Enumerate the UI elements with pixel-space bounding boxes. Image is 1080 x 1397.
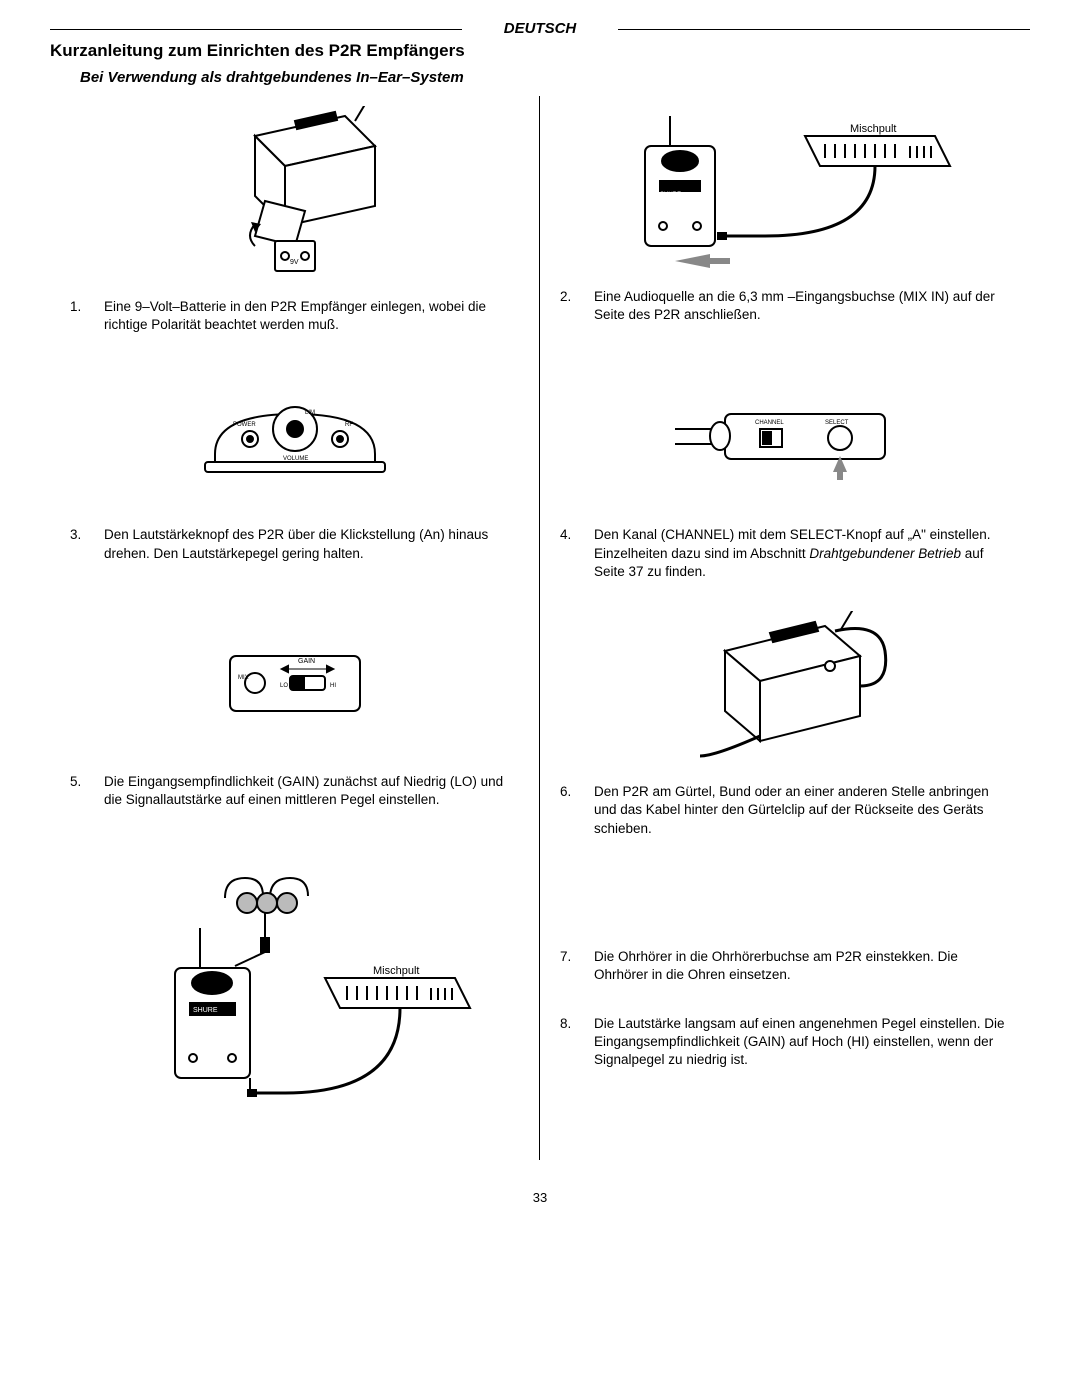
- svg-text:SELECT: SELECT: [825, 420, 849, 426]
- svg-text:VOLUME: VOLUME: [283, 456, 308, 462]
- svg-text:LIM: LIM: [305, 410, 315, 416]
- step-number: 2.: [560, 288, 578, 324]
- step-number: 3.: [70, 526, 88, 562]
- cell-step-4: CHANNEL SELECT 4. Den Kanal (CHANNEL) mi…: [540, 354, 1030, 601]
- svg-text:Mischpult: Mischpult: [850, 123, 896, 135]
- step-text: Eine 9–Volt–Batterie in den P2R Empfänge…: [104, 298, 519, 334]
- svg-text:POWER: POWER: [233, 422, 256, 428]
- step-number: 5.: [70, 773, 88, 809]
- illustration-channel-select: CHANNEL SELECT: [560, 364, 1010, 514]
- illustration-battery-insert: 9V: [70, 106, 519, 286]
- step-number: 4.: [560, 526, 578, 581]
- step-text: Die Ohrhörer in die Ohrhörerbuchse am P2…: [594, 948, 1010, 984]
- svg-text:LO: LO: [280, 683, 288, 689]
- cell-step-1: 9V 1. Eine 9–Volt–Batterie in den P2R Em…: [50, 96, 540, 354]
- step-text: Den P2R am Gürtel, Bund oder an einer an…: [594, 783, 1010, 838]
- step-text: Die Lautstärke langsam auf einen angeneh…: [594, 1015, 1010, 1070]
- svg-text:SHURE: SHURE: [660, 192, 681, 198]
- page-subtitle: Bei Verwendung als drahtgebundenes In–Ea…: [80, 69, 1030, 86]
- svg-text:RF: RF: [345, 422, 353, 428]
- language-header: DEUTSCH: [50, 20, 1030, 37]
- cell-step-7-8-text: 7. Die Ohrhörer in die Ohrhörerbuchse am…: [540, 858, 1030, 1160]
- svg-text:MIX: MIX: [238, 675, 249, 681]
- svg-text:SHURE: SHURE: [193, 1007, 218, 1014]
- cell-step-6: 6. Den P2R am Gürtel, Bund oder an einer…: [540, 601, 1030, 858]
- cell-step-7-8-illustration: SHURE Mischpult: [50, 858, 540, 1160]
- page-number: 33: [50, 1190, 1030, 1205]
- cell-step-2: SHURE Mischpult: [540, 96, 1030, 354]
- illustration-gain-switch: GAIN MIX LO HI: [70, 611, 519, 761]
- step-text: Eine Audioquelle an die 6,3 mm –Eingangs…: [594, 288, 1010, 324]
- step-text: Die Eingangsempfindlichkeit (GAIN) zunäc…: [104, 773, 519, 809]
- cell-step-5: GAIN MIX LO HI 5. Die Eingangsempfindlic…: [50, 601, 540, 858]
- step-number: 1.: [70, 298, 88, 334]
- illustration-volume-knob: POWER LIM RF VOLUME: [70, 364, 519, 514]
- svg-text:Mischpult: Mischpult: [373, 965, 419, 977]
- step-number: 8.: [560, 1015, 578, 1070]
- step-number: 6.: [560, 783, 578, 838]
- illustration-audio-connect: SHURE Mischpult: [560, 106, 1010, 276]
- illustration-belt-clip: [560, 611, 1010, 771]
- svg-text:GAIN: GAIN: [298, 658, 315, 665]
- step-number: 7.: [560, 948, 578, 984]
- page-title: Kurzanleitung zum Einrichten des P2R Emp…: [50, 41, 1030, 61]
- cell-step-3: POWER LIM RF VOLUME 3. Den Lautstärkekno…: [50, 354, 540, 601]
- step-text: Den Lautstärkeknopf des P2R über die Kli…: [104, 526, 519, 562]
- step-text: Den Kanal (CHANNEL) mit dem SELECT-Knopf…: [594, 526, 1010, 581]
- svg-text:CHANNEL: CHANNEL: [755, 420, 784, 426]
- svg-text:HI: HI: [330, 683, 336, 689]
- svg-text:9V: 9V: [290, 259, 299, 266]
- illustration-earphones-mixer: SHURE Mischpult: [70, 868, 519, 1128]
